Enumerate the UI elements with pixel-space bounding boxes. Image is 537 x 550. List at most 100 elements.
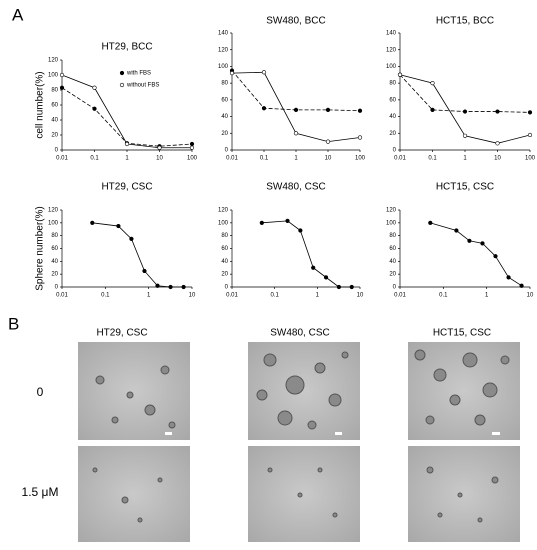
y-tick-label: 60 xyxy=(51,246,58,252)
series-line xyxy=(92,222,184,288)
series-line xyxy=(231,70,361,112)
data-point xyxy=(323,275,329,280)
x-tick-label: 100 xyxy=(355,156,366,162)
y-tick-label: 60 xyxy=(389,246,396,252)
data-point xyxy=(462,133,468,138)
legend-marker xyxy=(119,70,125,76)
data-point xyxy=(298,228,303,233)
x-tick-label: 1 xyxy=(125,156,129,162)
data-point xyxy=(349,284,354,290)
data-point xyxy=(259,220,264,225)
y-tick-label: 0 xyxy=(393,285,397,291)
row-label: 1.5 μM xyxy=(22,485,59,499)
data-point xyxy=(467,238,472,243)
x-tick-label: 0.1 xyxy=(439,293,448,299)
x-tick-label: 10 xyxy=(494,156,501,162)
data-point xyxy=(493,254,498,259)
data-point xyxy=(325,107,331,112)
data-point xyxy=(311,265,316,270)
data-point xyxy=(357,135,363,140)
y-tick-label: 20 xyxy=(51,133,58,139)
chart-title: HT29, CSC xyxy=(101,182,152,193)
y-tick-label: 80 xyxy=(389,233,396,239)
y-tick-label: 0 xyxy=(225,148,229,154)
legend-label: without FBS xyxy=(126,83,159,89)
y-tick-label: 60 xyxy=(221,246,228,252)
y-tick-label: 60 xyxy=(221,97,228,103)
y-tick-label: 40 xyxy=(221,259,228,265)
series-line xyxy=(399,74,531,144)
data-point xyxy=(293,107,299,112)
data-point xyxy=(229,71,235,76)
chart-title: SW480, CSC xyxy=(266,182,325,193)
y-tick-label: 20 xyxy=(389,131,396,137)
spheres xyxy=(92,349,510,523)
data-point xyxy=(519,283,524,288)
x-tick-label: 10 xyxy=(527,293,534,299)
data-point xyxy=(430,107,435,112)
y-tick-label: 120 xyxy=(48,208,59,214)
y-tick-label: 100 xyxy=(218,64,229,70)
panel-label: A xyxy=(12,5,24,24)
y-tick-label: 80 xyxy=(51,88,58,94)
y-tick-label: 0 xyxy=(55,148,59,154)
micrograph xyxy=(408,446,520,542)
data-point xyxy=(506,275,511,280)
x-tick-label: 1 xyxy=(316,293,320,299)
y-tick-label: 80 xyxy=(221,233,228,239)
data-point xyxy=(430,81,435,86)
data-point xyxy=(181,284,186,290)
y-tick-label: 120 xyxy=(386,208,397,214)
data-point xyxy=(325,139,331,144)
data-point xyxy=(124,141,130,147)
data-point xyxy=(428,220,433,225)
data-point xyxy=(397,72,403,77)
data-point xyxy=(59,72,65,78)
data-point xyxy=(495,109,500,114)
x-tick-label: 10 xyxy=(156,156,163,162)
data-point xyxy=(336,284,341,290)
x-tick-label: 10 xyxy=(325,156,332,162)
y-tick-label: 120 xyxy=(48,58,59,64)
x-tick-label: 1 xyxy=(463,156,467,162)
y-tick-label: 100 xyxy=(48,73,59,79)
data-point xyxy=(285,218,290,224)
y-tick-label: 80 xyxy=(51,233,58,239)
y-axis-label: Sphere number(%) xyxy=(35,206,46,290)
legend-label: with FBS xyxy=(126,71,151,77)
x-tick-label: 100 xyxy=(525,156,536,162)
data-point xyxy=(527,110,533,115)
y-tick-label: 40 xyxy=(221,114,228,120)
y-tick-label: 100 xyxy=(386,64,397,70)
micrograph xyxy=(78,446,190,542)
y-tick-label: 0 xyxy=(393,148,397,154)
y-tick-label: 20 xyxy=(221,131,228,137)
data-point xyxy=(92,106,97,111)
y-tick-label: 40 xyxy=(389,114,396,120)
data-point xyxy=(189,145,195,150)
y-tick-label: 120 xyxy=(218,208,229,214)
y-tick-label: 40 xyxy=(51,118,58,124)
y-tick-label: 100 xyxy=(48,220,59,226)
y-tick-label: 0 xyxy=(55,285,59,291)
chart-title: HCT15, CSC xyxy=(436,182,494,193)
data-point xyxy=(357,108,363,113)
row-label: 0 xyxy=(37,385,44,399)
series-line xyxy=(261,220,352,288)
series-line xyxy=(399,74,531,113)
column-title: SW480, CSC xyxy=(270,328,329,339)
x-tick-label: 0.01 xyxy=(394,156,406,162)
column-title: HT29, CSC xyxy=(96,328,147,339)
x-tick-label: 0.1 xyxy=(101,293,110,299)
y-tick-label: 60 xyxy=(51,103,58,109)
x-tick-label: 0.1 xyxy=(270,293,279,299)
x-tick-label: 0.01 xyxy=(226,156,238,162)
x-tick-label: 1 xyxy=(485,293,489,299)
x-tick-label: 0.01 xyxy=(56,293,68,299)
data-point xyxy=(142,268,147,274)
data-point xyxy=(155,283,160,288)
y-tick-label: 140 xyxy=(218,31,229,37)
chart-title: HCT15, BCC xyxy=(436,16,494,27)
panel-label: B xyxy=(8,314,19,333)
y-axis-label: cell number(%) xyxy=(35,71,46,138)
